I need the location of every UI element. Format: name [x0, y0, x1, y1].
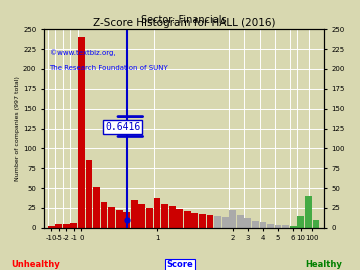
Text: The Research Foundation of SUNY: The Research Foundation of SUNY [50, 65, 168, 71]
Bar [154, 198, 161, 228]
Bar [244, 218, 251, 228]
Bar [214, 216, 221, 228]
Bar [176, 209, 183, 228]
Text: ©www.textbiz.org,: ©www.textbiz.org, [50, 49, 115, 56]
Bar [48, 226, 54, 228]
Bar [86, 160, 92, 228]
Bar [55, 224, 62, 228]
Y-axis label: Number of companies (997 total): Number of companies (997 total) [15, 76, 20, 181]
Bar [290, 226, 297, 228]
Bar [63, 224, 69, 228]
Bar [184, 211, 191, 228]
Bar [108, 207, 115, 228]
Bar [282, 225, 289, 228]
Bar [93, 187, 100, 228]
Bar [229, 210, 236, 228]
Bar [207, 215, 213, 228]
Bar [199, 214, 206, 228]
Bar [305, 196, 312, 228]
Bar [131, 200, 138, 228]
Bar [139, 204, 145, 228]
Text: Unhealthy: Unhealthy [12, 260, 60, 269]
Bar [101, 202, 108, 228]
Bar [169, 206, 176, 228]
Bar [192, 213, 198, 228]
Bar [71, 223, 77, 228]
Bar [267, 224, 274, 228]
Text: Healthy: Healthy [306, 260, 342, 269]
Bar [297, 216, 304, 228]
Text: Score: Score [167, 260, 193, 269]
Bar [275, 225, 282, 228]
Bar [260, 222, 266, 228]
Text: Sector: Financials: Sector: Financials [141, 15, 227, 25]
Title: Z-Score Histogram for HALL (2016): Z-Score Histogram for HALL (2016) [93, 18, 275, 28]
Text: 0.6416: 0.6416 [105, 122, 140, 132]
Bar [222, 217, 229, 228]
Bar [146, 208, 153, 228]
Bar [237, 215, 244, 228]
Bar [252, 221, 259, 228]
Bar [116, 210, 123, 228]
Bar [123, 212, 130, 228]
Bar [78, 37, 85, 228]
Bar [312, 220, 319, 228]
Bar [161, 204, 168, 228]
